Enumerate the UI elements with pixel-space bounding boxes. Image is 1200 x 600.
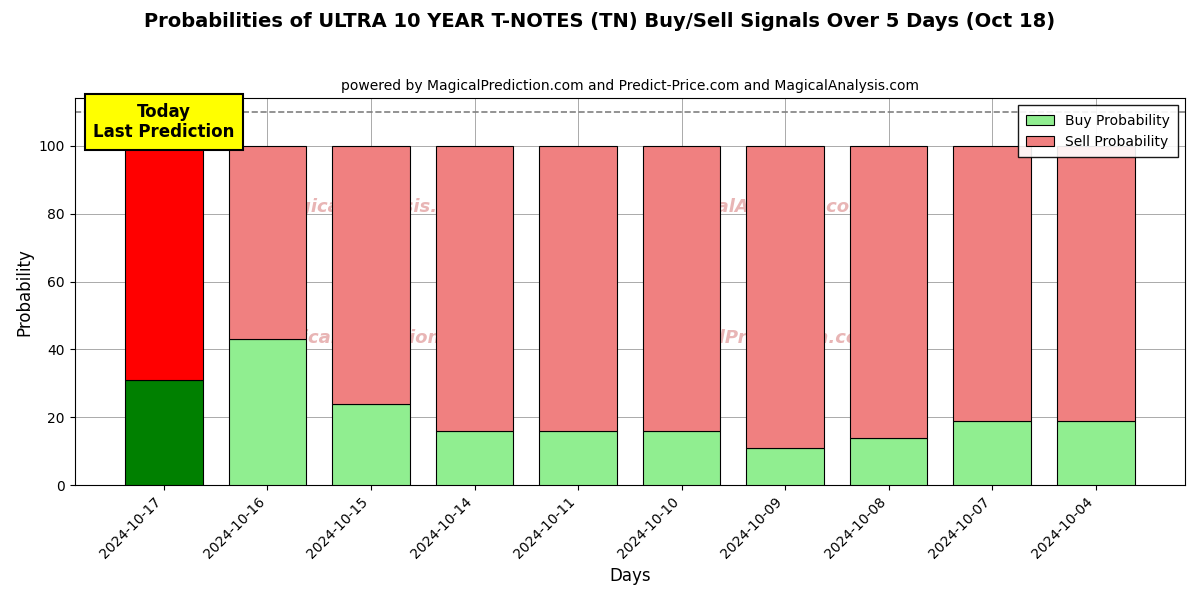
- Bar: [125, 380, 203, 485]
- Bar: [229, 339, 306, 485]
- Bar: [1057, 421, 1134, 485]
- Bar: [643, 146, 720, 431]
- Bar: [746, 146, 824, 448]
- Bar: [953, 146, 1031, 421]
- Title: powered by MagicalPrediction.com and Predict-Price.com and MagicalAnalysis.com: powered by MagicalPrediction.com and Pre…: [341, 79, 919, 93]
- Bar: [332, 404, 410, 485]
- Bar: [850, 437, 928, 485]
- Text: MagicalAnalysis.com: MagicalAnalysis.com: [269, 197, 480, 215]
- X-axis label: Days: Days: [610, 567, 650, 585]
- Text: Today
Last Prediction: Today Last Prediction: [94, 103, 235, 142]
- Text: MagicalAnalysis.com: MagicalAnalysis.com: [658, 197, 869, 215]
- Bar: [436, 146, 514, 431]
- Text: MagicalPrediction.com: MagicalPrediction.com: [648, 329, 878, 347]
- Bar: [332, 146, 410, 404]
- Bar: [1057, 146, 1134, 421]
- Bar: [125, 146, 203, 380]
- Bar: [539, 146, 617, 431]
- Bar: [643, 431, 720, 485]
- Bar: [229, 146, 306, 339]
- Bar: [539, 431, 617, 485]
- Bar: [436, 431, 514, 485]
- Bar: [953, 421, 1031, 485]
- Bar: [746, 448, 824, 485]
- Text: Probabilities of ULTRA 10 YEAR T-NOTES (TN) Buy/Sell Signals Over 5 Days (Oct 18: Probabilities of ULTRA 10 YEAR T-NOTES (…: [144, 12, 1056, 31]
- Bar: [850, 146, 928, 437]
- Y-axis label: Probability: Probability: [16, 248, 34, 335]
- Legend: Buy Probability, Sell Probability: Buy Probability, Sell Probability: [1018, 105, 1178, 157]
- Text: MagicalPrediction.com: MagicalPrediction.com: [259, 329, 490, 347]
